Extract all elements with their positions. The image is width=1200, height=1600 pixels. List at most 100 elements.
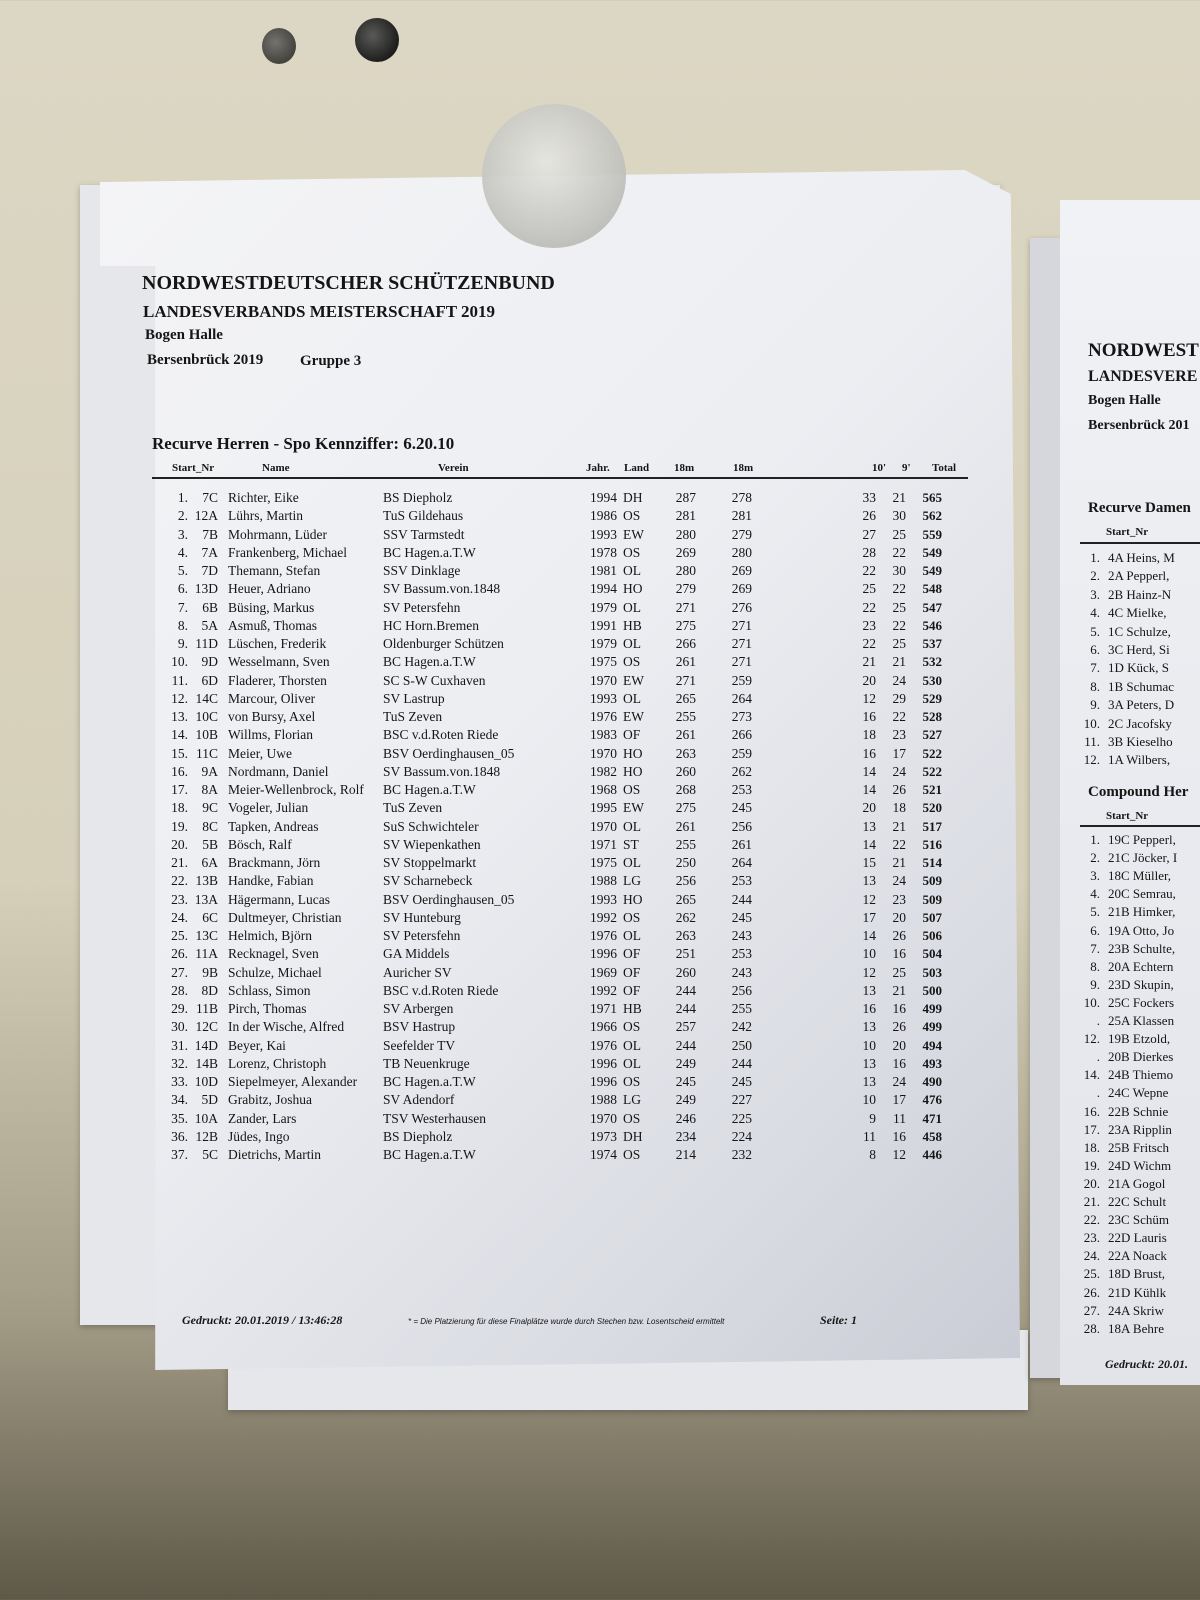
table-row: 11. 6D Fladerer, Thorsten SC S-W Cuxhaven 19… [0,673,1000,691]
cell-rank: 6. [1090,922,1100,938]
table-row: 1. 7C Richter, Eike BS Diepholz 1994 DH 287 278… [0,490,1000,508]
cell-verein: SSV Tarmstedt [383,526,465,542]
cell-rank: 19. [171,818,188,834]
table-row: 10. 9D Wesselmann, Sven BC Hagen.a.T.W 1975 O… [0,654,1000,672]
cell-start-nr: 6D [201,672,219,688]
cell-rank: 20. [1083,1175,1100,1191]
cell-rank: 7. [1090,660,1100,676]
cell-name: von Bursy, Axel [228,709,316,724]
cell-score-18m-2: 224 [731,1128,752,1144]
cell-start-nr: 11D [195,636,218,651]
cell-score-18m-2: 245 [731,1074,752,1089]
printed-timestamp: Gedruckt: 20.01.2019 / 13:46:28 [182,1313,343,1327]
cell-name: Willms, Florian [228,727,313,743]
cell-rank: 28. [171,982,188,998]
cell-total: 509 [922,891,943,907]
cell-verein: Auricher SV [383,964,452,980]
cell-entry: 19B Etzold, [1108,1031,1171,1047]
cell-rank: 22. [1083,1212,1100,1228]
cell-nines: 18 [892,800,907,816]
cell-entry: 2C Jacofsky [1108,715,1172,731]
cell-tens: 27 [862,526,877,542]
cell-verein: BSC v.d.Roten Riede [383,727,499,743]
cell-jahr: 1971 [590,1001,617,1016]
cell-tens: 18 [862,727,877,743]
cell-entry: 24D Wichm [1108,1157,1172,1173]
cell-land: OL [623,690,641,706]
list-item: 24. 22A Noack [1060,1248,1200,1266]
location: Bersenbrück 2019 [147,352,264,368]
cell-tens: 15 [862,855,877,870]
col-verein: Verein [438,462,469,474]
cell-rank: 5. [1090,904,1100,920]
cell-nines: 16 [892,946,907,962]
cell-verein: BC Hagen.a.T.W [383,782,476,797]
cell-entry: 3C Herd, Si [1108,642,1170,657]
cell-name: Helmich, Björn [228,928,312,943]
cell-score-18m-1: 261 [675,818,696,834]
cell-tens: 26 [862,508,877,524]
col-18m-2: 18m [733,462,754,474]
cell-entry: 18A Behre [1108,1320,1164,1336]
col-9: 9' [902,462,911,474]
table-row: 24. 6C Dultmeyer, Christian SV Hunteburg 199… [0,910,1000,928]
cell-rank: 34. [171,1092,188,1108]
cell-nines: 24 [892,763,907,779]
cell-total: 504 [922,946,943,962]
cell-land: HB [623,617,642,633]
cell-score-18m-1: 244 [675,982,696,998]
list-item: 12. 19B Etzold, [1060,1031,1200,1049]
cell-tens: 11 [863,1128,876,1144]
cell-nines: 11 [893,1110,906,1126]
cell-score-18m-2: 253 [731,946,752,962]
cell-name: Nordmann, Daniel [228,763,329,779]
cell-start-nr: 10D [194,1074,218,1089]
cell-rank: 21. [171,855,188,870]
cell-jahr: 1969 [590,964,617,980]
col-total: Total [932,462,957,474]
cell-entry: 3B Kieselho [1108,734,1173,749]
discipline: Bogen Halle [145,327,223,343]
cell-entry: 3A Peters, D [1108,697,1175,713]
cell-total: 507 [922,909,943,925]
cell-total: 528 [922,709,943,724]
list-item: 22. 23C Schüm [1060,1212,1200,1230]
cell-score-18m-1: 250 [675,855,696,870]
cell-tens: 16 [862,745,877,761]
col-jahr: Jahr. [586,462,610,474]
cell-nines: 23 [892,727,907,743]
cell-score-18m-2: 243 [731,964,752,980]
cell-entry: 1A Wilbers, [1108,752,1171,768]
cell-jahr: 1971 [590,836,617,852]
cell-rank: 1. [1090,832,1100,847]
table-row: 3. 7B Mohrmann, Lüder SSV Tarmstedt 1993 EW 28… [0,527,1000,545]
cell-score-18m-2: 276 [731,599,752,615]
cell-entry: 24A Skriw [1108,1302,1164,1318]
cell-land: OL [623,599,641,615]
adhesive-tape-dot [482,104,626,248]
cell-name: Wesselmann, Sven [228,654,330,670]
list-item: 2. 2A Pepperl, [1060,568,1200,586]
cell-start-nr: 12A [194,508,218,524]
cell-rank: 12. [1083,752,1100,768]
cell-score-18m-2: 253 [731,782,752,797]
results-sheet [100,170,1020,1370]
cell-verein: BS Diepholz [383,490,453,505]
cell-verein: SV Petersfehn [383,928,461,943]
cell-total: 516 [922,836,943,852]
cell-total: 514 [922,855,943,870]
cell-land: OL [623,855,641,870]
cell-score-18m-1: 275 [675,617,696,633]
table-row: 4. 7A Frankenberg, Michael BC Hagen.a.T.W 19… [0,545,1000,563]
cell-score-18m-1: 263 [675,928,696,943]
cell-name: Lüschen, Frederik [228,636,327,651]
cell-verein: SSV Dinklage [383,563,461,578]
table-row: 32. 14B Lorenz, Christoph TB Neuenkruge 1996… [0,1056,1000,1074]
cell-entry: 1C Schulze, [1108,623,1171,639]
org-title: NORDWESTDEUTSCHER SCHÜTZENBUND [142,272,555,294]
group: Gruppe 3 [300,353,362,369]
table-row: 37. 5C Dietrichs, Martin BC Hagen.a.T.W 1974… [0,1147,1000,1165]
cell-score-18m-1: 260 [675,964,696,980]
location: Bersenbrück 201 [1088,418,1190,433]
cell-rank: 31. [171,1037,188,1053]
